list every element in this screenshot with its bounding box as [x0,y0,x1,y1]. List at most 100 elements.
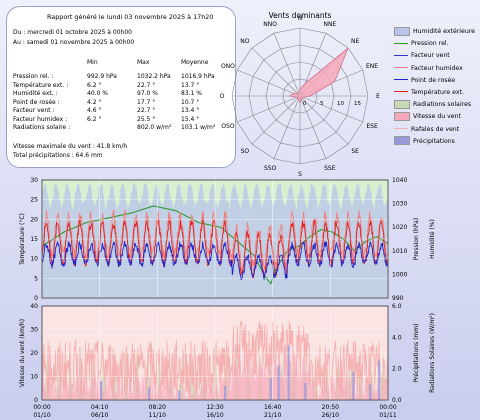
row-max: 17.7 ° [137,98,156,106]
row-max: 25.5 ° [137,115,156,123]
row-avg: 15.4 ° [181,115,200,123]
legend-swatch [394,67,408,69]
row-label: Facteur vent : [13,107,55,114]
legend-item: Pression rel. [394,38,478,50]
y-tick-label-right: 1000 [392,271,407,278]
radar-direction-label: SSE [324,165,336,172]
legend-swatch [394,26,410,36]
legend-swatch [394,79,408,81]
y-axis-label-left: Température (°C) [19,213,26,266]
report-title: Rapport généré le lundi 03 novembre 2025… [47,13,214,21]
col-header-avg: Moyenne [181,59,209,66]
y-tick-label-right: 1030 [392,201,407,208]
legend: Humidité extérieure Pression rel. Facteu… [394,26,478,148]
x-tick-label: 26/10 [322,412,339,419]
row-max: 802.0 w/m² [137,124,172,131]
legend-label: Température ext. [411,88,464,96]
x-tick-label: 00:00 [379,404,396,411]
row-label: Radiations solaire : [13,124,71,131]
radar-tick-label: 0 [303,101,307,107]
x-tick-label: 16/10 [206,412,223,419]
x-tick-label: 01/11 [379,412,396,419]
radar-tick-label: 5 [320,101,324,107]
period-from: Du : mercredi 01 octobre 2025 à 00h00 [13,29,132,36]
radar-wind-area [288,47,349,105]
y-axis-label-right: Pression (hPa) [413,218,420,260]
legend-label: Radiations solaires [413,101,472,109]
precipitation-bar [100,381,103,400]
x-tick-label: 20:50 [322,404,339,411]
radar-direction-label: SE [351,148,359,155]
row-max: 22.7 ° [137,81,156,89]
y-tick-label-left: 25 [30,197,38,204]
x-tick-label: 00:00 [33,404,50,411]
x-tick-label: 01/10 [33,412,50,419]
row-label: Température ext. : [13,81,69,89]
precipitation-bar [377,360,381,400]
radar-direction-label: O [220,93,225,100]
x-tick-label: 06/10 [91,412,108,419]
legend-label: Point de rosée [411,76,456,84]
legend-item: Température ext. [394,87,478,99]
legend-item: Rafales de vent [394,124,478,136]
row-min: 992.9 hPa [87,73,117,80]
radar-direction-label: S [298,171,302,178]
y-tick-label-left: 10 [30,374,38,381]
y-axis-label-right: Précipitations (mm) [413,324,420,383]
radar-direction-label: E [376,93,380,100]
legend-label: Précipitations [413,137,455,145]
row-avg: 13.7 ° [181,81,200,89]
row-min: 6.2 ° [87,115,102,123]
legend-item: Facteur vent [394,50,478,62]
plot-border [41,305,389,401]
row-max: 22.7 ° [137,107,156,114]
y-tick-label-right: 4.0 [392,334,402,341]
y-tick-label-left: 30 [30,177,38,184]
radar-direction-label: ENE [366,63,378,70]
radar-spoke [273,33,301,97]
legend-label: Facteur vent [411,52,450,60]
radar-spoke [237,95,301,123]
radar-direction-label: ESE [366,123,378,130]
radar-spoke [273,95,301,159]
radar-spoke [299,95,327,159]
legend-swatch [394,128,408,129]
x-tick-label: 11/10 [149,412,166,419]
legend-item: Facteur humidex [394,63,478,75]
radar-spoke [251,47,301,97]
legend-swatch [394,54,408,56]
row-avg: 83.1 % [181,90,202,97]
x-tick-label: 08:20 [149,404,166,411]
precipitation-bar [304,382,307,400]
radar-tick-label: 10 [337,101,344,107]
summary-panel: Rapport généré le lundi 03 novembre 2025… [6,6,236,168]
legend-label: Humidité extérieure [413,28,475,35]
y-axis-label-right2: Radiations Solaires (W/m²) [429,313,436,393]
row-label: Facteur humidex : [13,115,68,123]
radar-direction-label: OSO [221,123,235,130]
legend-swatch [394,136,410,146]
precipitation-bar [369,384,372,400]
legend-label: Pression rel. [411,40,449,48]
y-tick-label-right: 990 [392,295,404,302]
row-max: 1032.2 hPa [137,73,171,80]
total-rain-text: Total précipitations : 64.6 mm [13,152,103,159]
row-avg: 103.1 w/m² [181,124,216,131]
precipitation-bar [352,371,355,400]
legend-item: Humidité extérieure [394,26,478,38]
col-header-max: Max [137,59,150,66]
radar-direction-label: NE [351,38,359,45]
y-tick-label-right: 6.0 [392,303,402,310]
legend-item: Radiations solaires [394,99,478,111]
precipitation-bar [277,365,280,400]
radar-direction-label: NO [240,38,249,45]
precipitation-bar [148,387,151,400]
row-label: Point de rosée : [13,98,60,106]
row-max: 97.0 % [137,90,158,97]
legend-swatch [394,91,408,93]
legend-swatch [394,111,410,121]
radar-tick-label: 15 [354,101,361,107]
legend-label: Rafales de vent [411,125,460,133]
